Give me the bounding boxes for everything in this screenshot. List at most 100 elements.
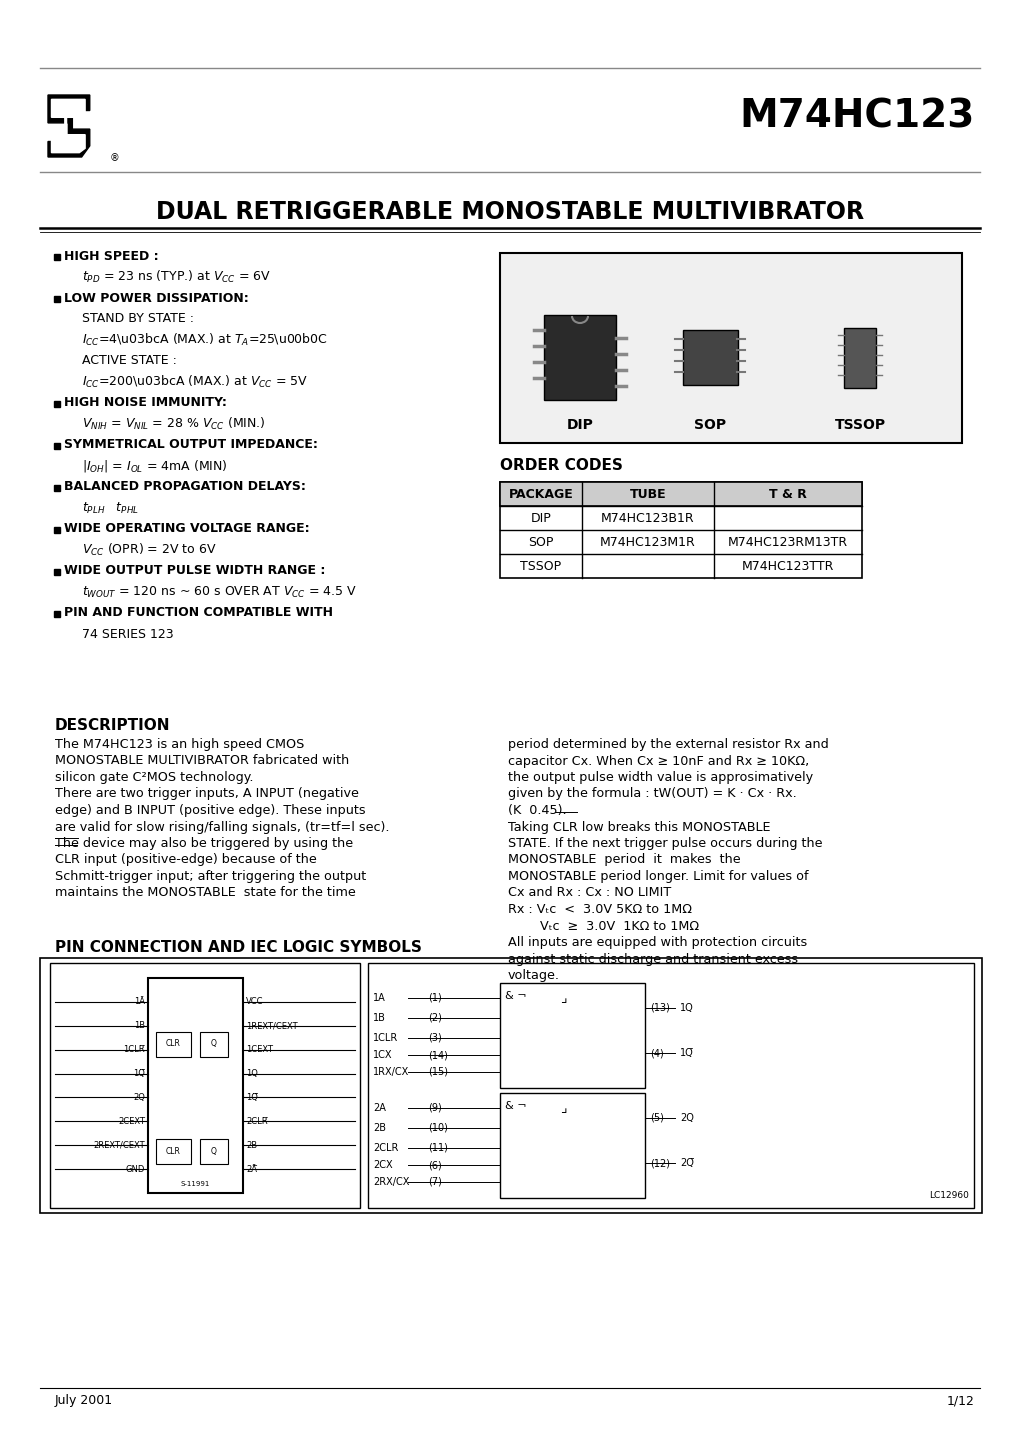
Text: 1CLR: 1CLR bbox=[373, 1033, 397, 1043]
Text: M74HC123RM13TR: M74HC123RM13TR bbox=[728, 535, 847, 548]
Text: 2B: 2B bbox=[373, 1123, 385, 1133]
Text: (9): (9) bbox=[428, 1102, 441, 1113]
Text: The M74HC123 is an high speed CMOS: The M74HC123 is an high speed CMOS bbox=[55, 737, 304, 750]
Text: BALANCED PROPAGATION DELAYS:: BALANCED PROPAGATION DELAYS: bbox=[64, 481, 306, 494]
Text: 1CLR̅: 1CLR̅ bbox=[123, 1045, 145, 1055]
Text: 1REXT/CEXT: 1REXT/CEXT bbox=[246, 1022, 298, 1030]
Text: MONOSTABLE MULTIVIBRATOR fabricated with: MONOSTABLE MULTIVIBRATOR fabricated with bbox=[55, 755, 348, 768]
Text: ACTIVE STATE :: ACTIVE STATE : bbox=[82, 355, 176, 368]
Text: M74HC123: M74HC123 bbox=[739, 98, 974, 136]
Text: 1CEXT: 1CEXT bbox=[246, 1045, 273, 1055]
Bar bbox=[683, 330, 738, 385]
Text: HIGH NOISE IMMUNITY:: HIGH NOISE IMMUNITY: bbox=[64, 397, 226, 410]
Text: 2RX/CX: 2RX/CX bbox=[373, 1177, 409, 1188]
Text: $t_{PLH}$   $t_{PHL}$: $t_{PLH}$ $t_{PHL}$ bbox=[82, 501, 139, 515]
Text: $t_{PD}$ = 23 ns (TYP.) at $V_{CC}$ = 6V: $t_{PD}$ = 23 ns (TYP.) at $V_{CC}$ = 6V bbox=[82, 268, 271, 286]
Text: & ¬: & ¬ bbox=[504, 991, 526, 1001]
Text: (14): (14) bbox=[428, 1051, 447, 1061]
Text: $I_{CC}$=200\u03bcA (MAX.) at $V_{CC}$ = 5V: $I_{CC}$=200\u03bcA (MAX.) at $V_{CC}$ =… bbox=[82, 374, 308, 390]
Text: 1Ā: 1Ā bbox=[133, 997, 145, 1006]
Text: 2REXT/CEXT: 2REXT/CEXT bbox=[94, 1141, 145, 1150]
Text: 1B: 1B bbox=[373, 1013, 385, 1023]
Bar bbox=[200, 1140, 228, 1165]
Text: PACKAGE: PACKAGE bbox=[508, 488, 573, 501]
Bar bbox=[54, 401, 60, 407]
Text: Q: Q bbox=[211, 1147, 217, 1156]
Text: T & R: T & R bbox=[768, 488, 806, 501]
Text: Vₜc  ≥  3.0V  1KΩ to 1MΩ: Vₜc ≥ 3.0V 1KΩ to 1MΩ bbox=[507, 919, 698, 932]
Text: 1Q̅: 1Q̅ bbox=[133, 1069, 145, 1078]
Text: the output pulse width value is approsimatively: the output pulse width value is approsim… bbox=[507, 771, 812, 784]
Text: 2Q: 2Q bbox=[680, 1113, 693, 1123]
Text: There are two trigger inputs, A INPUT (negative: There are two trigger inputs, A INPUT (n… bbox=[55, 788, 359, 801]
Text: maintains the MONOSTABLE  state for the time: maintains the MONOSTABLE state for the t… bbox=[55, 886, 356, 899]
Text: 1B: 1B bbox=[133, 1022, 145, 1030]
Text: TSSOP: TSSOP bbox=[520, 560, 561, 573]
Bar bbox=[200, 1032, 228, 1056]
Text: given by the formula : tW(OUT) = K · Cx · Rx.: given by the formula : tW(OUT) = K · Cx … bbox=[507, 788, 796, 801]
Text: Rx : Vₜc  <  3.0V 5KΩ to 1MΩ: Rx : Vₜc < 3.0V 5KΩ to 1MΩ bbox=[507, 903, 691, 916]
Bar bbox=[499, 1092, 644, 1198]
Text: against static discharge and transient excess: against static discharge and transient e… bbox=[507, 952, 797, 965]
Text: LOW POWER DISSIPATION:: LOW POWER DISSIPATION: bbox=[64, 291, 249, 304]
Bar bbox=[54, 527, 60, 532]
Text: 2A: 2A bbox=[373, 1102, 385, 1113]
Text: ⌟: ⌟ bbox=[559, 991, 566, 1004]
Bar bbox=[156, 1140, 191, 1165]
Text: SOP: SOP bbox=[693, 418, 726, 431]
Bar bbox=[50, 962, 360, 1208]
Text: $V_{NIH}$ = $V_{NIL}$ = 28 % $V_{CC}$ (MIN.): $V_{NIH}$ = $V_{NIL}$ = 28 % $V_{CC}$ (M… bbox=[82, 416, 265, 431]
Text: LC12960: LC12960 bbox=[928, 1190, 968, 1201]
Bar bbox=[54, 254, 60, 260]
Text: 2CEXT: 2CEXT bbox=[118, 1117, 145, 1126]
Polygon shape bbox=[48, 95, 90, 157]
Bar bbox=[54, 296, 60, 302]
Text: 1Q̅: 1Q̅ bbox=[246, 1092, 258, 1102]
Text: M74HC123M1R: M74HC123M1R bbox=[599, 535, 695, 548]
Bar bbox=[499, 983, 644, 1088]
Text: SOP: SOP bbox=[528, 535, 553, 548]
Bar bbox=[499, 482, 861, 506]
Text: 1Q: 1Q bbox=[246, 1069, 258, 1078]
Text: 2B: 2B bbox=[246, 1141, 257, 1150]
Text: $I_{CC}$=4\u03bcA (MAX.) at $T_A$=25\u00b0C: $I_{CC}$=4\u03bcA (MAX.) at $T_A$=25\u00… bbox=[82, 332, 328, 348]
Text: 1CX: 1CX bbox=[373, 1051, 392, 1061]
Text: 1RX/CX: 1RX/CX bbox=[373, 1066, 409, 1076]
Text: Schmitt-trigger input; after triggering the output: Schmitt-trigger input; after triggering … bbox=[55, 870, 366, 883]
Text: (4): (4) bbox=[649, 1048, 663, 1058]
Text: The device may also be triggered by using the: The device may also be triggered by usin… bbox=[55, 837, 353, 850]
Text: DIP: DIP bbox=[530, 511, 551, 524]
Text: (6): (6) bbox=[428, 1160, 441, 1170]
Text: ORDER CODES: ORDER CODES bbox=[499, 457, 623, 473]
Text: PIN CONNECTION AND IEC LOGIC SYMBOLS: PIN CONNECTION AND IEC LOGIC SYMBOLS bbox=[55, 939, 422, 955]
Text: ®: ® bbox=[110, 153, 119, 163]
Text: TUBE: TUBE bbox=[629, 488, 665, 501]
Text: voltage.: voltage. bbox=[507, 970, 559, 983]
Bar bbox=[843, 328, 875, 388]
Text: silicon gate C²MOS technology.: silicon gate C²MOS technology. bbox=[55, 771, 254, 784]
Text: 1Q̅: 1Q̅ bbox=[680, 1048, 693, 1058]
Text: (7): (7) bbox=[428, 1177, 441, 1188]
Text: HIGH SPEED :: HIGH SPEED : bbox=[64, 250, 159, 263]
Text: (13): (13) bbox=[649, 1003, 669, 1013]
Text: SYMMETRICAL OUTPUT IMPEDANCE:: SYMMETRICAL OUTPUT IMPEDANCE: bbox=[64, 439, 318, 452]
Text: (12): (12) bbox=[649, 1157, 669, 1167]
Text: (15): (15) bbox=[428, 1066, 447, 1076]
Text: (10): (10) bbox=[428, 1123, 447, 1133]
Bar bbox=[156, 1032, 191, 1056]
Text: TSSOP: TSSOP bbox=[834, 418, 884, 431]
Text: (11): (11) bbox=[428, 1143, 447, 1153]
Text: 2Ā̅: 2Ā̅ bbox=[246, 1165, 257, 1173]
Bar bbox=[54, 443, 60, 449]
Bar bbox=[54, 610, 60, 618]
Bar bbox=[54, 569, 60, 574]
Polygon shape bbox=[51, 100, 85, 153]
Text: CLR: CLR bbox=[165, 1147, 180, 1156]
Text: 2CLR̅: 2CLR̅ bbox=[246, 1117, 267, 1126]
Text: CLR input (positive-edge) because of the: CLR input (positive-edge) because of the bbox=[55, 853, 317, 866]
Text: 2Q: 2Q bbox=[133, 1092, 145, 1102]
Text: M74HC123TTR: M74HC123TTR bbox=[741, 560, 834, 573]
Text: WIDE OUTPUT PULSE WIDTH RANGE :: WIDE OUTPUT PULSE WIDTH RANGE : bbox=[64, 564, 325, 577]
Text: & ¬: & ¬ bbox=[504, 1101, 526, 1111]
Text: STATE. If the next trigger pulse occurs during the: STATE. If the next trigger pulse occurs … bbox=[507, 837, 821, 850]
